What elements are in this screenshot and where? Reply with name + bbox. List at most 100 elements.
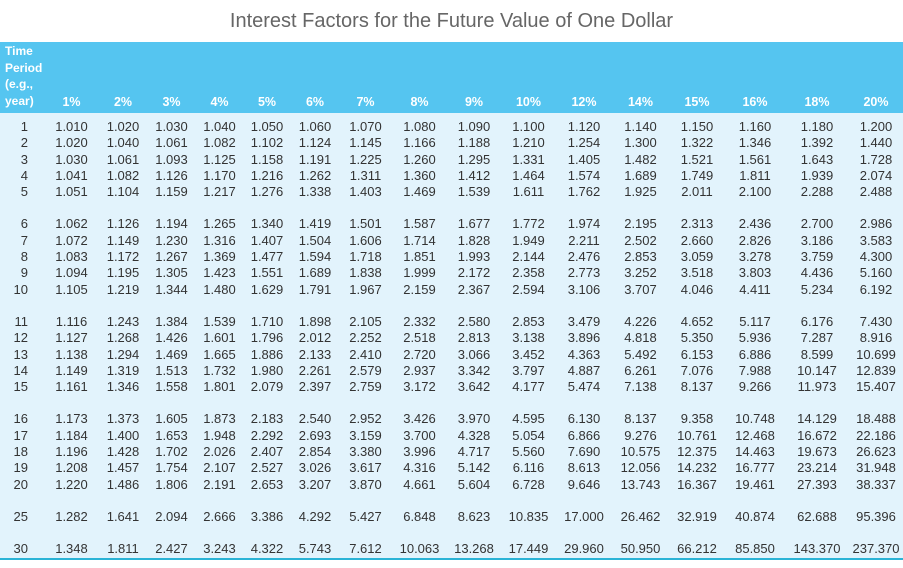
factor-cell: 2.720 <box>403 346 436 362</box>
rate-header: 5% <box>257 95 277 109</box>
factor-cell: 8.613 <box>567 460 601 476</box>
factor-cell: 1.265 <box>203 216 236 232</box>
period-cell: 2 <box>20 135 28 151</box>
rate-header: 20% <box>863 95 889 109</box>
factor-cell: 1.360 <box>403 167 436 183</box>
factor-cell: 1.641 <box>106 508 140 524</box>
factor-cell: 1.127 <box>55 330 88 346</box>
factor-cell: 6.848 <box>403 508 436 524</box>
factor-cell: 1.710 <box>250 313 284 329</box>
factor-cell: 5.350 <box>680 330 714 346</box>
factor-cell: 2.358 <box>512 265 545 281</box>
factor-cell: 1.993 <box>457 249 491 265</box>
factor-cell: 1.138 <box>55 346 88 362</box>
factor-cell: 3.066 <box>457 346 491 362</box>
period-cell: 12 <box>13 330 28 346</box>
factor-cell: 1.083 <box>55 249 88 265</box>
factor-cell: 1.898 <box>298 313 332 329</box>
factor-cell: 1.093 <box>155 151 188 167</box>
factor-cell: 14.463 <box>735 444 775 460</box>
factor-cell: 1.219 <box>106 281 140 297</box>
factor-cell: 1.811 <box>107 541 139 557</box>
factor-cell: 2.700 <box>800 216 834 232</box>
factor-cell: 6.153 <box>680 346 714 362</box>
factor-cell: 2.488 <box>859 184 893 200</box>
factor-cell: 1.217 <box>203 184 236 200</box>
factor-cell: 1.124 <box>298 135 332 151</box>
factor-cell: 1.159 <box>155 184 188 200</box>
factor-cell: 1.384 <box>155 313 188 329</box>
factor-cell: 4.887 <box>567 362 601 378</box>
factor-cell: 6.130 <box>567 411 601 427</box>
factor-cell: 1.754 <box>155 460 188 476</box>
factor-cell: 1.210 <box>512 135 545 151</box>
factor-cell: 6.866 <box>567 427 601 443</box>
factor-cell: 1.294 <box>106 346 140 362</box>
factor-cell: 5.142 <box>457 460 491 476</box>
factor-cell: 1.772 <box>512 216 545 232</box>
page-title: Interest Factors for the Future Value of… <box>229 10 674 32</box>
factor-cell: 1.405 <box>567 151 601 167</box>
factor-cell: 1.629 <box>250 281 284 297</box>
factor-cell: 19.673 <box>797 444 837 460</box>
factor-cell: 1.194 <box>155 216 188 232</box>
factor-cell: 1.184 <box>55 427 88 443</box>
factor-cell: 5.427 <box>349 508 382 524</box>
factor-cell: 2.026 <box>203 444 236 460</box>
table-row: 2 1.020 1.040 1.061 1.082 1.102 1.124 1.145 1.16… <box>0 135 903 151</box>
period-cell: 5 <box>20 184 28 200</box>
factor-cell: 1.173 <box>55 411 88 427</box>
factor-cell: 17.000 <box>564 508 604 524</box>
factor-cell: 15.407 <box>856 379 896 395</box>
factor-cell: 5.117 <box>739 313 771 329</box>
factor-cell: 1.369 <box>203 249 236 265</box>
factor-cell: 1.828 <box>457 232 491 248</box>
factor-cell: 1.040 <box>106 135 140 151</box>
factor-cell: 1.851 <box>403 249 436 265</box>
factor-cell: 3.518 <box>680 265 714 281</box>
factor-cell: 5.743 <box>298 541 332 557</box>
factor-cell: 1.082 <box>106 167 140 183</box>
factor-cell: 1.469 <box>155 346 188 362</box>
rate-header: 6% <box>305 95 325 109</box>
factor-cell: 1.243 <box>106 313 140 329</box>
factor-cell: 1.539 <box>203 313 236 329</box>
factor-cell: 1.558 <box>155 379 188 395</box>
rate-header: 18% <box>804 95 830 109</box>
table-row: 10 1.105 1.219 1.344 1.480 1.629 1.791 1.967 2.1… <box>0 282 903 298</box>
factor-cell: 5.234 <box>800 281 834 297</box>
future-value-table: Time Period (e.g., year) 1% 2% 3% 4% 5% 6% 7% 8… <box>0 42 903 560</box>
factor-cell: 1.149 <box>106 232 140 248</box>
period-label-line: Time <box>5 44 33 58</box>
factor-cell: 5.160 <box>859 265 893 281</box>
factor-cell: 2.594 <box>512 281 545 297</box>
factor-cell: 85.850 <box>735 541 775 557</box>
factor-cell: 1.316 <box>203 232 236 248</box>
factor-cell: 1.094 <box>55 265 88 281</box>
table-row: 18 1.196 1.428 1.702 2.026 2.407 2.854 3.380 3.9… <box>0 444 903 460</box>
period-cell: 20 <box>13 476 28 492</box>
table-row: 20 1.220 1.486 1.806 2.191 2.653 3.207 3.870 4.6… <box>0 477 903 493</box>
factor-cell: 7.612 <box>349 541 382 557</box>
factor-cell: 1.749 <box>680 167 714 183</box>
factor-cell: 9.358 <box>680 411 714 427</box>
factor-cell: 1.801 <box>203 379 236 395</box>
factor-cell: 1.939 <box>800 167 834 183</box>
factor-cell: 1.967 <box>349 281 382 297</box>
factor-cell: 1.195 <box>106 265 140 281</box>
factor-cell: 1.160 <box>738 119 772 134</box>
factor-cell: 1.040 <box>203 119 236 134</box>
factor-cell: 2.191 <box>203 476 236 492</box>
spacer-cell <box>0 493 903 509</box>
factor-cell: 1.305 <box>155 265 188 281</box>
factor-cell: 4.300 <box>859 249 893 265</box>
factor-cell: 50.950 <box>620 541 661 557</box>
factor-cell: 1.440 <box>859 135 893 151</box>
factor-cell: 1.254 <box>567 135 601 151</box>
factor-cell: 3.803 <box>738 265 772 281</box>
factor-cell: 7.138 <box>624 379 657 395</box>
factor-cell: 1.665 <box>203 346 236 362</box>
factor-cell: 2.540 <box>298 411 332 427</box>
rate-header: 10% <box>515 95 542 109</box>
factor-cell: 2.397 <box>298 379 332 395</box>
